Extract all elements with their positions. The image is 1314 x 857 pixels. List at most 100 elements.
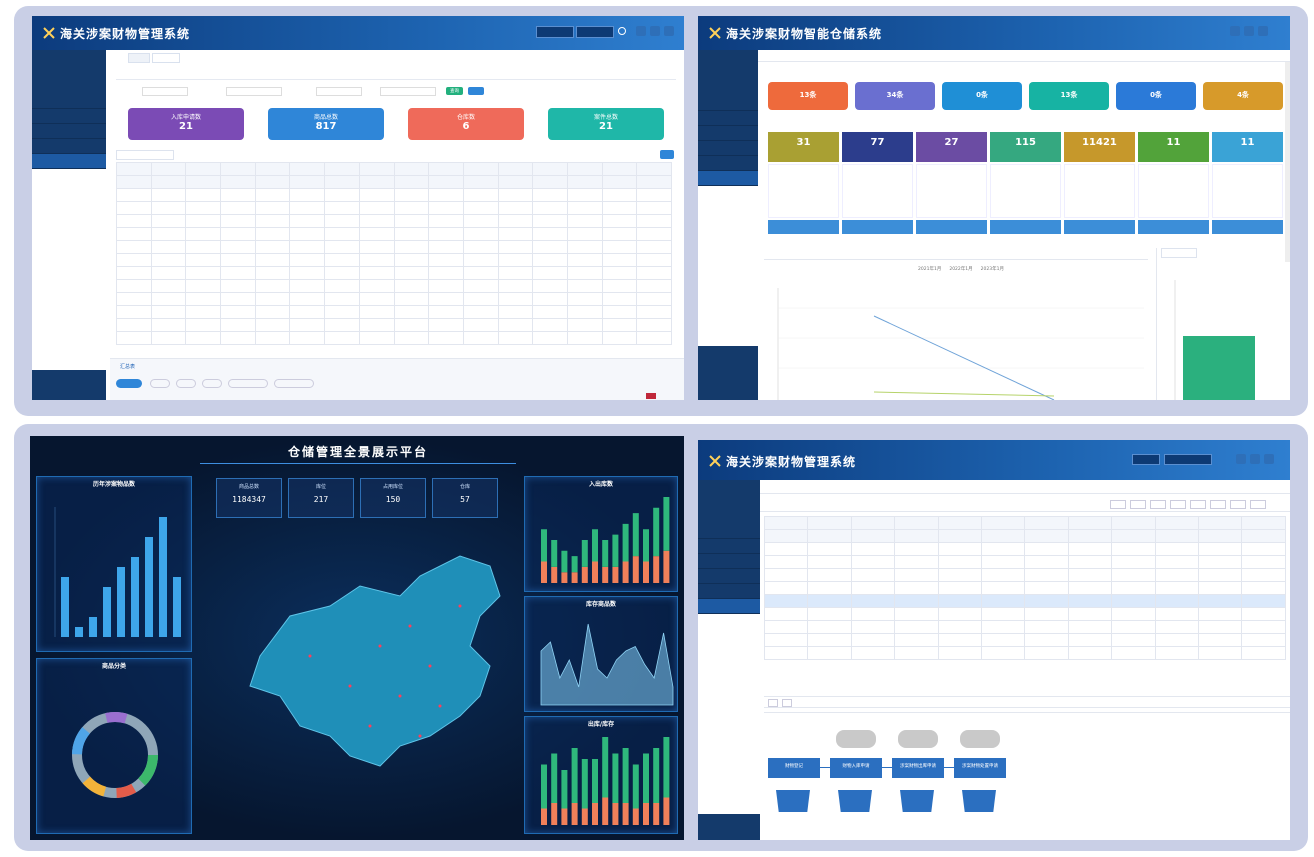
summary-filter-chip[interactable] — [150, 379, 170, 388]
sidebar-subitem[interactable] — [698, 228, 758, 242]
stat-card[interactable]: 入库申请数 21 — [128, 108, 244, 140]
flow-step[interactable]: 涉案财物处置申请 — [954, 758, 1006, 778]
flow-step[interactable]: 财物入库申请 — [830, 758, 882, 778]
table-row[interactable] — [763, 516, 1286, 530]
export-button[interactable] — [660, 150, 674, 159]
legend-item[interactable]: 2022年1月 — [949, 267, 973, 272]
sidebar-subitem[interactable] — [698, 614, 760, 628]
kpi-action-button[interactable] — [1138, 220, 1209, 234]
toolbar-button[interactable] — [1150, 500, 1166, 509]
flow-step[interactable]: 涉案财物出库申请 — [892, 758, 944, 778]
sidebar-subitem[interactable] — [698, 256, 758, 270]
sidebar-item[interactable] — [698, 524, 760, 539]
stat-card[interactable]: 商品总数 817 — [268, 108, 384, 140]
settings-icon[interactable] — [1244, 26, 1254, 36]
page-prev-button[interactable] — [768, 699, 778, 707]
user-icon[interactable] — [636, 26, 646, 36]
power-icon[interactable] — [664, 26, 674, 36]
sidebar-item[interactable] — [32, 154, 106, 169]
kpi-action-button[interactable] — [990, 220, 1061, 234]
search-input[interactable] — [1132, 454, 1160, 465]
user-icon[interactable] — [1230, 26, 1240, 36]
summary-card[interactable]: 0条 — [1116, 82, 1196, 110]
table-row[interactable] — [763, 646, 1286, 660]
stat-card[interactable]: 案件总数 21 — [548, 108, 664, 140]
table-row[interactable] — [763, 594, 1286, 608]
search-input[interactable] — [576, 26, 614, 38]
sidebar-subitem[interactable] — [698, 656, 760, 670]
settings-icon[interactable] — [650, 26, 660, 36]
sidebar-item[interactable] — [698, 584, 760, 599]
toolbar-button[interactable] — [1130, 500, 1146, 509]
filter-input[interactable] — [316, 87, 362, 96]
sidebar-subitem[interactable] — [698, 284, 758, 298]
sidebar-item[interactable] — [32, 139, 106, 154]
toolbar-button[interactable] — [1110, 500, 1126, 509]
toolbar-button[interactable] — [1170, 500, 1186, 509]
sidebar-item[interactable] — [698, 569, 760, 584]
sidebar-subitem[interactable] — [698, 642, 760, 656]
flow-step[interactable]: 财物登记 — [768, 758, 820, 778]
table-row[interactable] — [763, 607, 1286, 621]
summary-card[interactable]: 34条 — [855, 82, 935, 110]
summary-filter-chip[interactable] — [116, 379, 142, 388]
sidebar-item[interactable] — [32, 124, 106, 139]
sidebar-item[interactable] — [698, 156, 758, 171]
power-icon[interactable] — [1258, 26, 1268, 36]
sidebar-item[interactable] — [698, 96, 758, 111]
legend-item[interactable]: 2023年1月 — [980, 267, 1004, 272]
user-icon[interactable] — [1236, 454, 1246, 464]
sidebar-item[interactable] — [698, 126, 758, 141]
tab[interactable] — [128, 53, 150, 63]
sidebar-item[interactable] — [698, 599, 760, 614]
sidebar-subitem[interactable] — [698, 684, 760, 698]
sidebar-item[interactable] — [32, 109, 106, 124]
sidebar-subitem[interactable] — [698, 628, 760, 642]
sidebar-subitem[interactable] — [698, 670, 760, 684]
toolbar-button[interactable] — [1190, 500, 1206, 509]
sidebar-item[interactable] — [698, 111, 758, 126]
kpi-action-button[interactable] — [768, 220, 839, 234]
toolbar-button[interactable] — [1250, 500, 1266, 509]
reset-button[interactable] — [468, 87, 484, 95]
table-row[interactable] — [763, 581, 1286, 595]
filter-input[interactable] — [380, 87, 436, 96]
search-input[interactable] — [1164, 454, 1212, 465]
summary-filter-chip[interactable] — [228, 379, 268, 388]
table-row[interactable] — [763, 620, 1286, 634]
toolbar-button[interactable] — [1230, 500, 1246, 509]
power-icon[interactable] — [1264, 454, 1274, 464]
kpi-action-button[interactable] — [1064, 220, 1135, 234]
search-button[interactable]: 查询 — [446, 87, 463, 95]
sidebar-subitem[interactable] — [698, 186, 758, 200]
scrollbar[interactable] — [1285, 62, 1290, 262]
tab[interactable] — [152, 53, 180, 63]
filter-input[interactable] — [226, 87, 282, 96]
summary-card[interactable]: 13条 — [768, 82, 848, 110]
search-icon[interactable] — [618, 27, 626, 35]
sidebar-subitem[interactable] — [698, 214, 758, 228]
table-row[interactable] — [763, 555, 1286, 569]
sidebar-subitem[interactable] — [32, 183, 106, 197]
summary-filter-chip[interactable] — [274, 379, 314, 388]
toolbar-button[interactable] — [1210, 500, 1226, 509]
table-row[interactable] — [763, 542, 1286, 556]
summary-card[interactable]: 4条 — [1203, 82, 1283, 110]
summary-card[interactable]: 0条 — [942, 82, 1022, 110]
sidebar-item[interactable] — [698, 554, 760, 569]
sidebar-subitem[interactable] — [32, 169, 106, 183]
sidebar-item[interactable] — [698, 171, 758, 186]
sidebar-item[interactable] — [32, 94, 106, 109]
sidebar-subitem[interactable] — [32, 211, 106, 225]
side-chart-tab[interactable] — [1161, 248, 1197, 258]
summary-tab[interactable] — [116, 150, 174, 160]
china-map[interactable] — [230, 536, 530, 786]
table-row[interactable] — [763, 568, 1286, 582]
sidebar-item[interactable] — [698, 141, 758, 156]
kpi-action-button[interactable] — [916, 220, 987, 234]
sidebar-subitem[interactable] — [32, 197, 106, 211]
table-row[interactable] — [763, 529, 1286, 543]
sidebar-subitem[interactable] — [698, 242, 758, 256]
filter-input[interactable] — [142, 87, 188, 96]
settings-icon[interactable] — [1250, 454, 1260, 464]
